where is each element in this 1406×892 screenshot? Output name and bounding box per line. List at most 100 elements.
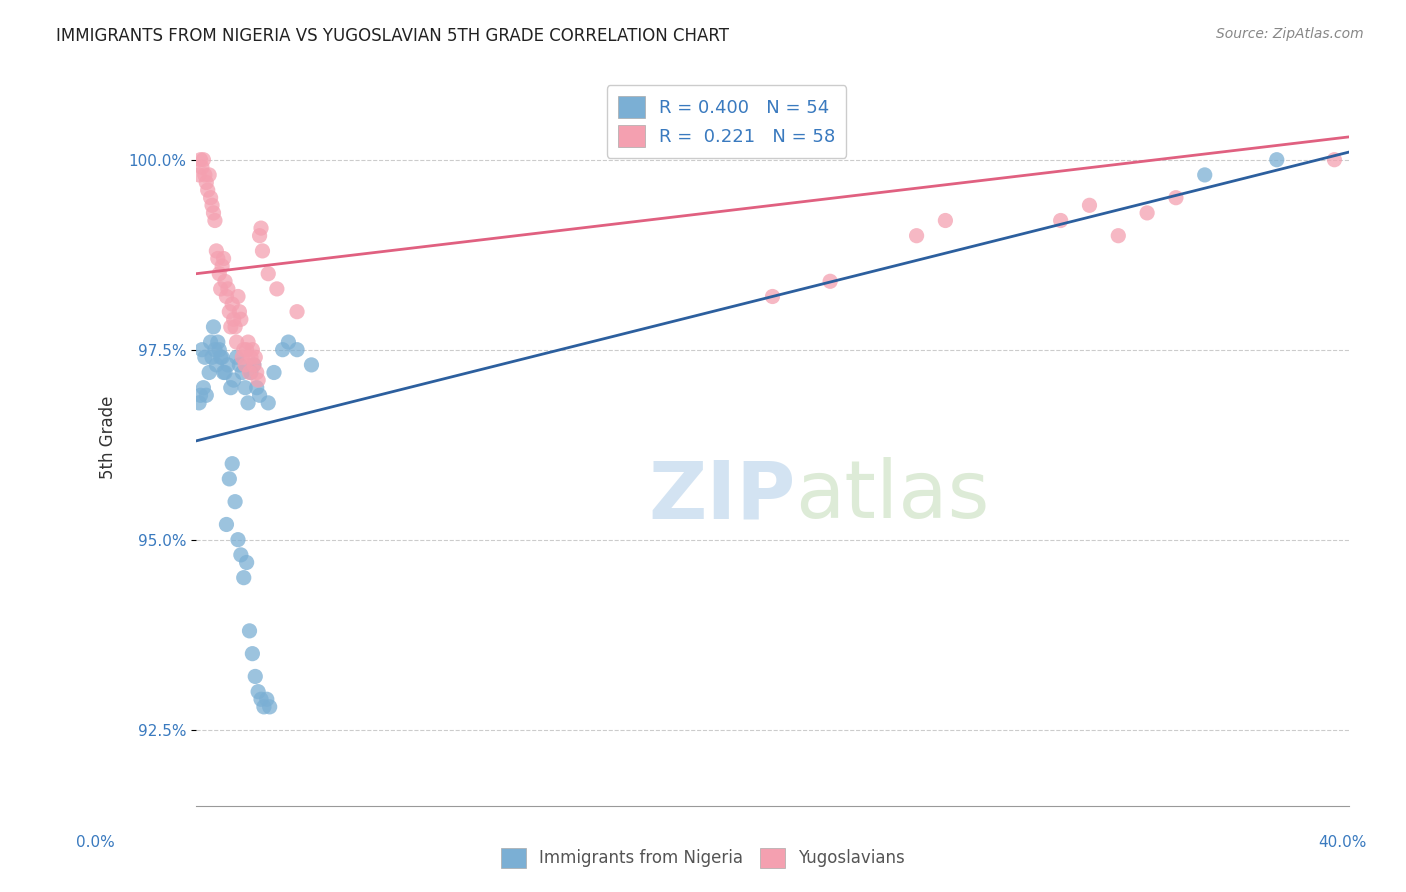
Point (229, 312, 252, 326)
Text: 40.0%: 40.0% (1319, 836, 1367, 850)
Point (245, 669, 267, 683)
Point (238, 624, 260, 638)
Text: ZIP: ZIP (648, 457, 796, 535)
Point (285, 343, 308, 357)
Legend: R = 0.400   N = 54, R =  0.221   N = 58: R = 0.400 N = 54, R = 0.221 N = 58 (606, 85, 846, 158)
Point (1265, 153, 1288, 167)
Point (225, 335, 247, 350)
Text: 0.0%: 0.0% (76, 836, 115, 850)
Point (249, 388, 271, 402)
Y-axis label: 5th Grade: 5th Grade (100, 395, 117, 479)
Point (218, 304, 240, 318)
Point (229, 548, 252, 562)
Point (191, 343, 214, 357)
Point (246, 366, 269, 380)
Point (247, 373, 270, 387)
Point (212, 252, 235, 266)
Point (1323, 153, 1346, 167)
Point (193, 153, 215, 167)
Point (1164, 191, 1187, 205)
Point (197, 183, 219, 197)
Point (277, 335, 299, 350)
Point (215, 517, 238, 532)
Point (233, 358, 256, 372)
Point (211, 259, 233, 273)
Point (239, 351, 262, 365)
Point (271, 343, 294, 357)
Legend: Immigrants from Nigeria, Yugoslavians: Immigrants from Nigeria, Yugoslavians (495, 841, 911, 875)
Point (228, 358, 250, 372)
Point (818, 274, 841, 288)
Point (201, 351, 224, 365)
Point (761, 289, 783, 303)
Point (194, 168, 217, 182)
Point (226, 533, 249, 547)
Point (209, 282, 232, 296)
Point (190, 388, 212, 402)
Point (188, 168, 211, 182)
Point (205, 358, 228, 372)
Point (231, 366, 253, 380)
Point (242, 647, 264, 661)
Point (202, 319, 225, 334)
Point (250, 692, 273, 706)
Text: atlas: atlas (796, 457, 990, 535)
Point (247, 684, 270, 698)
Point (266, 282, 288, 296)
Point (228, 304, 250, 318)
Point (200, 191, 222, 205)
Point (301, 358, 323, 372)
Point (232, 343, 254, 357)
Point (243, 358, 266, 372)
Point (204, 213, 226, 227)
Point (239, 366, 262, 380)
Point (252, 244, 274, 258)
Point (238, 366, 260, 380)
Point (1049, 213, 1071, 227)
Point (194, 351, 217, 365)
Point (226, 289, 249, 303)
Point (233, 381, 256, 395)
Point (212, 366, 235, 380)
Point (242, 343, 264, 357)
Point (195, 176, 218, 190)
Point (209, 351, 232, 365)
Point (934, 213, 956, 227)
Point (231, 351, 253, 365)
Point (246, 381, 269, 395)
Point (221, 457, 243, 471)
Point (249, 228, 271, 243)
Point (225, 351, 247, 365)
Text: IMMIGRANTS FROM NIGERIA VS YUGOSLAVIAN 5TH GRADE CORRELATION CHART: IMMIGRANTS FROM NIGERIA VS YUGOSLAVIAN 5… (56, 27, 730, 45)
Text: Source: ZipAtlas.com: Source: ZipAtlas.com (1216, 27, 1364, 41)
Point (200, 335, 222, 350)
Point (198, 168, 221, 182)
Point (257, 396, 280, 410)
Point (217, 282, 239, 296)
Point (235, 343, 257, 357)
Point (245, 351, 267, 365)
Point (207, 252, 229, 266)
Point (202, 206, 225, 220)
Point (221, 297, 243, 311)
Point (219, 319, 242, 334)
Point (263, 366, 285, 380)
Point (205, 244, 228, 258)
Point (219, 381, 242, 395)
Point (198, 366, 221, 380)
Point (211, 351, 233, 365)
Point (188, 396, 211, 410)
Point (285, 304, 308, 318)
Point (217, 358, 239, 372)
Point (208, 267, 231, 281)
Point (224, 494, 246, 508)
Point (259, 699, 281, 714)
Point (195, 388, 218, 402)
Point (1107, 228, 1129, 243)
Point (204, 343, 226, 357)
Point (215, 289, 238, 303)
Point (243, 358, 266, 372)
Point (905, 228, 928, 243)
Point (257, 267, 280, 281)
Point (250, 221, 273, 235)
